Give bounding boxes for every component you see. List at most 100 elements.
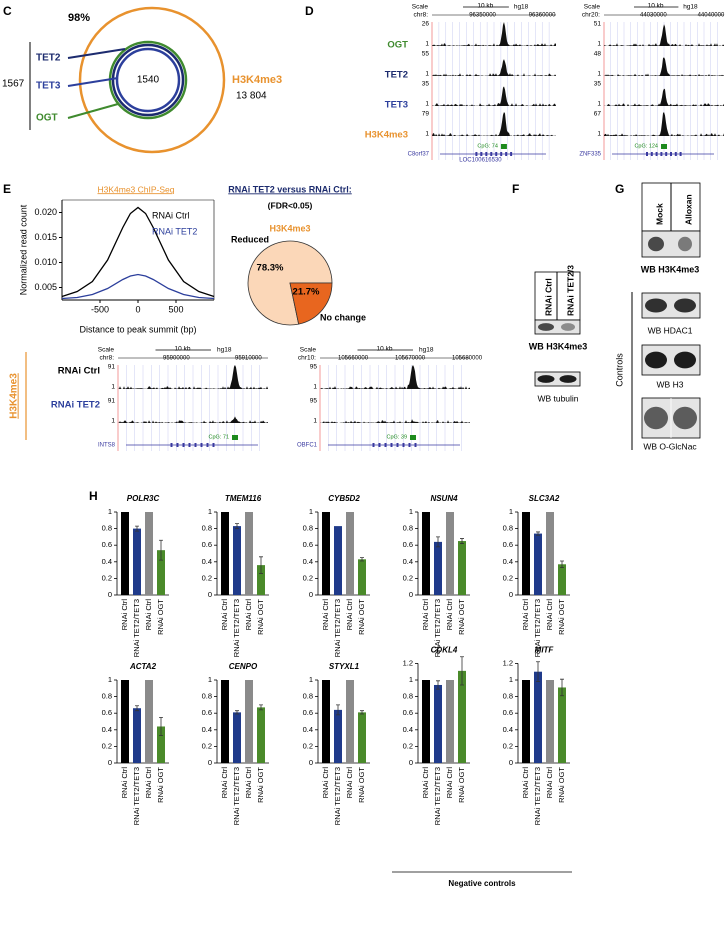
coordinate: 96360000 (529, 13, 556, 19)
x-tick-label: RNAi TET2/TET3 (232, 599, 241, 657)
chrom-label: chr20: (582, 12, 600, 19)
x-tick-label: RNAi TET2/TET3 (533, 599, 542, 657)
pie-title: RNAi TET2 versus RNAi Ctrl: (228, 184, 352, 194)
y-tick-label: 0.2 (102, 741, 112, 750)
track-min: 1 (425, 101, 429, 108)
y-tick-label: 0 (208, 758, 212, 767)
error-bar (436, 680, 440, 690)
connector (67, 77, 119, 87)
chart-title: STYXL1 (329, 662, 360, 671)
pie-category: No change (320, 312, 366, 322)
y-tick-label: 0.2 (202, 741, 212, 750)
exon (495, 152, 498, 156)
bar (558, 687, 566, 763)
x-tick-label: RNAi OGT (357, 599, 366, 635)
pie-value-label: 78.3% (257, 263, 284, 274)
chart-title: SLC3A2 (529, 494, 560, 503)
bar (522, 680, 530, 763)
pie-inner-label: H3K4me3 (269, 223, 310, 233)
set-label: TET3 (36, 81, 61, 92)
exon (408, 443, 411, 447)
chart-title: POLR3C (127, 494, 160, 503)
y-tick-label: 0 (309, 590, 313, 599)
outer-label: H3K4me3 (232, 74, 282, 86)
y-tick-label: 1 (409, 507, 413, 516)
bar (121, 512, 129, 595)
y-tick-label: 1 (409, 675, 413, 684)
y-tick-label: 1 (108, 507, 112, 516)
y-tick-label: 0.005 (34, 282, 57, 292)
x-tick-label: RNAi TET2/TET3 (533, 767, 542, 825)
coordinate: 96350000 (469, 13, 496, 19)
bar (546, 512, 554, 595)
band (648, 236, 664, 252)
exon (655, 152, 658, 156)
chrom-label: chr10: (298, 355, 316, 362)
band (645, 298, 667, 313)
error-bar (135, 525, 139, 532)
cpg-label: CpG: 39 (387, 434, 407, 440)
panel-label: E (3, 182, 11, 196)
y-tick-label: 0.8 (303, 692, 313, 701)
track-min: 1 (111, 384, 115, 391)
panel-label: F (512, 182, 519, 196)
chart-title: CYB5D2 (328, 494, 360, 503)
note: Negative controls (448, 879, 516, 888)
gene-label: LOC100616530 (459, 158, 502, 164)
x-tick-label: RNAi OGT (256, 599, 265, 635)
bar (322, 512, 330, 595)
bar (121, 680, 129, 763)
error-bar (536, 661, 540, 683)
error-bar (159, 716, 163, 737)
bar (446, 512, 454, 595)
set-circle (111, 43, 185, 117)
chip-title: H3K4me3 ChIP-Seq (97, 184, 174, 194)
bar (434, 684, 442, 763)
pie-category: Reduced (231, 234, 269, 244)
track-name: TET3 (385, 100, 408, 111)
exon (475, 152, 478, 156)
signal-track (604, 88, 724, 106)
y-tick-label: 1 (509, 507, 513, 516)
y-tick-label: 0.2 (303, 573, 313, 582)
lane-label: Alloxan (683, 194, 693, 225)
scale-span: 10 kb (477, 3, 493, 10)
gene-label: INTS8 (98, 443, 116, 449)
pie-slice (289, 282, 333, 325)
percent: 98% (68, 12, 90, 24)
y-tick-label: 1.2 (403, 658, 413, 667)
pie-subtitle: (FDR<0.05) (268, 200, 313, 210)
x-tick-label: RNAi Ctrl (220, 599, 229, 631)
bar (558, 564, 566, 595)
y-tick-label: 0.8 (403, 524, 413, 533)
x-tick-label: RNAi OGT (357, 767, 366, 803)
track-max: 55 (422, 51, 430, 58)
y-tick-label: 0.6 (503, 708, 513, 717)
signal-track (320, 365, 470, 389)
bar (245, 512, 253, 595)
y-tick-label: 0.4 (403, 725, 413, 734)
exon (490, 152, 493, 156)
y-tick-label: 0 (309, 758, 313, 767)
y-tick-label: 0.6 (102, 708, 112, 717)
error-bar (336, 704, 340, 716)
track-min: 1 (425, 41, 429, 48)
x-axis-label: Distance to peak summit (bp) (79, 324, 196, 334)
bar (534, 671, 542, 763)
x-tick-label: RNAi OGT (557, 599, 566, 635)
x-tick-label: RNAi Ctrl (120, 599, 129, 631)
y-tick-label: 0 (208, 590, 212, 599)
x-tick-label: RNAi OGT (457, 767, 466, 803)
y-tick-label: 0.8 (102, 524, 112, 533)
scale-span: 10 kb (648, 3, 664, 10)
lane-label: RNAi Ctrl (543, 278, 553, 316)
x-tick-label: RNAi Ctrl (345, 599, 354, 631)
track-name: H3K4me3 (365, 130, 408, 141)
y-tick-label: 1 (108, 675, 112, 684)
y-tick-label: 0.4 (102, 725, 112, 734)
y-tick-label: 0.2 (102, 573, 112, 582)
coordinate: 44040000 (698, 13, 725, 19)
y-tick-label: 0.4 (503, 557, 513, 566)
genome-build: hg18 (514, 4, 529, 11)
exon (480, 152, 483, 156)
